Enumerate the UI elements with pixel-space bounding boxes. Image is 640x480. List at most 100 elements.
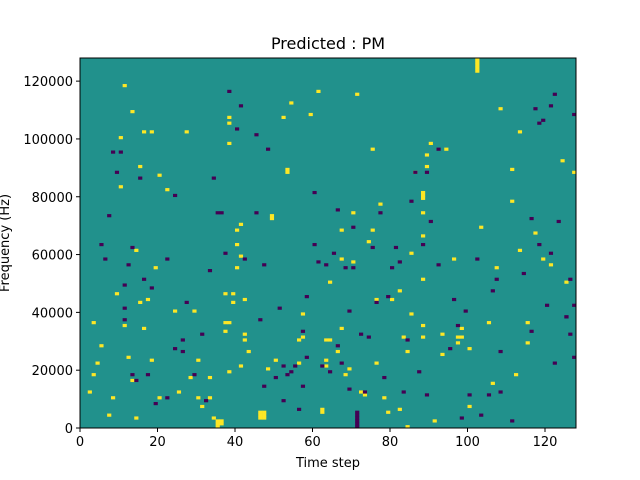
heatmap-cell-low — [374, 300, 379, 304]
heatmap-cell-low — [556, 219, 561, 224]
heatmap-cell-high — [421, 277, 426, 281]
heatmap-cell-high — [475, 69, 480, 73]
heatmap-cell-high — [510, 167, 515, 172]
heatmap-cell-high — [242, 338, 247, 342]
heatmap-cell-low — [180, 338, 185, 342]
heatmap-cell-high — [215, 425, 220, 429]
heatmap-cell-low — [312, 243, 317, 247]
x-tick-label: 20 — [149, 435, 166, 450]
heatmap-cell-low — [355, 419, 360, 423]
heatmap-cell-low — [207, 269, 213, 273]
heatmap-cell-high — [235, 266, 240, 270]
heatmap-cell-high — [572, 170, 577, 174]
heatmap-cell-low — [552, 361, 557, 365]
heatmap-cell-high — [269, 214, 275, 218]
heatmap-cell-high — [366, 240, 371, 244]
heatmap-cell-high — [359, 390, 364, 394]
heatmap-cell-high — [157, 396, 162, 400]
heatmap-cell-high — [138, 164, 143, 169]
heatmap-cell-high — [510, 199, 515, 203]
heatmap-cell-high — [207, 396, 213, 400]
heatmap-cell-high — [262, 416, 267, 420]
heatmap-cell-low — [494, 277, 499, 281]
heatmap-cell-high — [134, 248, 139, 252]
heatmap-cell-low — [126, 263, 131, 267]
heatmap-cell-low — [103, 257, 108, 261]
heatmap-cell-high — [285, 170, 290, 174]
heatmap-cell-low — [184, 300, 189, 304]
heatmap-cell-high — [215, 419, 220, 423]
y-axis-ticks: 0 20000 40000 60000 80000 100000 120000 — [23, 75, 80, 437]
heatmap-cell-low — [335, 344, 340, 348]
heatmap-cell-low — [328, 370, 333, 374]
heatmap-cell-high — [246, 349, 251, 354]
heatmap-cell-high — [289, 101, 294, 105]
heatmap-cell-low — [149, 286, 154, 290]
heatmap-cell-high — [211, 416, 216, 420]
heatmap-cell-low — [552, 92, 557, 96]
heatmap-cell-high — [490, 381, 495, 385]
heatmap-cell-low — [145, 373, 151, 377]
heatmap-cell-high — [118, 136, 123, 140]
heatmap-cell-low — [138, 176, 143, 180]
heatmap-cell-high — [444, 147, 449, 151]
heatmap-cell-low — [118, 150, 123, 154]
heatmap-cell-high — [405, 349, 410, 354]
heatmap-cell-high — [184, 130, 189, 134]
heatmap-cell-high — [328, 338, 333, 342]
heatmap-cell-high — [238, 254, 244, 258]
heatmap-cell-high — [409, 251, 414, 255]
heatmap-cell-low — [304, 355, 309, 359]
heatmap-cell-low — [281, 399, 286, 403]
heatmap-cell-high — [227, 321, 232, 325]
y-tick-label: 80000 — [32, 191, 73, 206]
heatmap-cell-low — [266, 147, 271, 151]
heatmap-cell-low — [521, 271, 526, 276]
heatmap-cell-high — [111, 396, 116, 400]
heatmap-cell-high — [281, 115, 286, 119]
heatmap-cell-low — [289, 370, 294, 374]
heatmap-cell-high — [459, 326, 464, 331]
heatmap-cell-high — [114, 292, 120, 296]
heatmap-cell-high — [440, 332, 445, 336]
heatmap-cell-low — [254, 211, 259, 215]
heatmap-cells — [87, 58, 577, 429]
heatmap-cell-high — [242, 297, 247, 302]
heatmap-cell-low — [142, 277, 147, 281]
heatmap-cell-high — [196, 396, 201, 400]
y-tick-label: 20000 — [32, 364, 73, 379]
heatmap-cell-high — [525, 321, 530, 325]
x-tick-label: 120 — [533, 435, 558, 450]
heatmap-cell-low — [452, 297, 457, 302]
heatmap-cell-low — [455, 323, 461, 328]
heatmap-cell-high — [498, 107, 503, 111]
heatmap-cell-high — [238, 364, 244, 368]
heatmap-cell-low — [153, 401, 158, 406]
heatmap-cell-low — [564, 315, 569, 319]
heatmap-cell-low — [273, 375, 278, 380]
heatmap-cell-high — [300, 335, 306, 339]
heatmap-cell-high — [397, 289, 402, 293]
heatmap-cell-low — [498, 390, 503, 394]
heatmap-cell-low — [397, 260, 402, 264]
heatmap-cell-high — [533, 231, 538, 235]
heatmap-cell-low — [200, 332, 205, 336]
heatmap-cell-high — [99, 344, 104, 348]
heatmap-cell-high — [564, 280, 569, 284]
heatmap-cell-low — [285, 373, 290, 377]
x-tick-label: 80 — [382, 435, 399, 450]
heatmap-cell-high — [308, 112, 313, 117]
heatmap-cell-low — [490, 289, 495, 293]
heatmap-cell-low — [262, 263, 267, 267]
heatmap-cell-low — [204, 399, 209, 403]
heatmap-cell-high — [351, 211, 356, 215]
heatmap-cell-low — [545, 303, 550, 307]
heatmap-cell-high — [452, 257, 457, 261]
heatmap-cell-low — [300, 329, 306, 333]
heatmap-cell-low — [107, 214, 112, 218]
heatmap-cell-low — [316, 260, 321, 264]
heatmap-cell-low — [355, 413, 360, 417]
heatmap-cell-low — [262, 384, 267, 388]
heatmap-cell-high — [130, 378, 135, 383]
